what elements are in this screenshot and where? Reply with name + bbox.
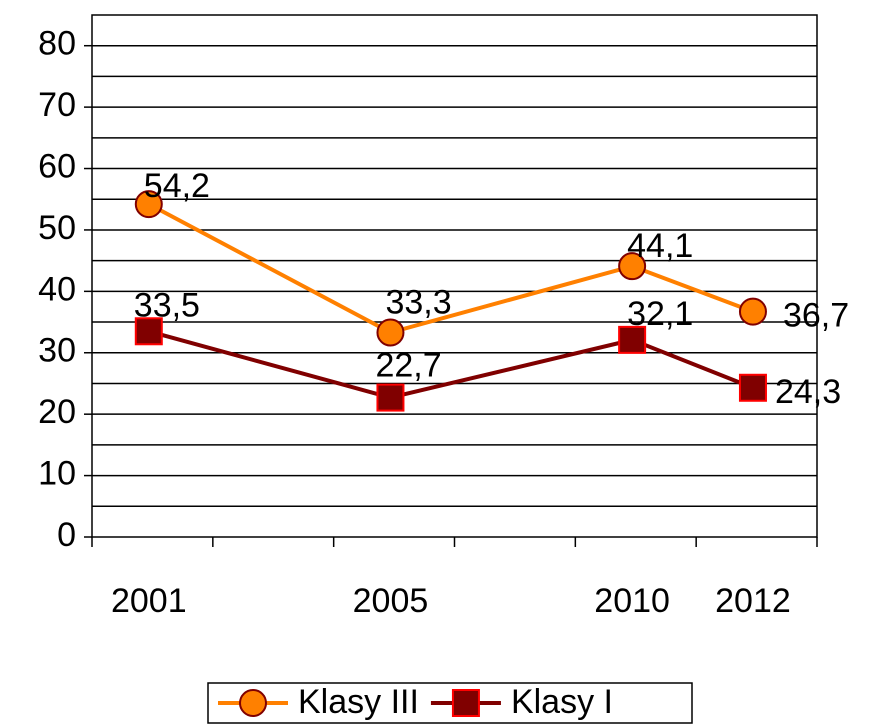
marker bbox=[451, 689, 480, 717]
line bbox=[148, 329, 754, 400]
x-tick-label: 2001 bbox=[111, 582, 187, 620]
y-tick-label: 40 bbox=[38, 270, 76, 308]
y-tick-label: 20 bbox=[38, 393, 76, 431]
line bbox=[147, 202, 754, 335]
data-label: 33,3 bbox=[385, 283, 451, 321]
legend-label: Klasy III bbox=[298, 683, 419, 721]
marker bbox=[134, 317, 163, 346]
legend-label: Klasy I bbox=[511, 683, 613, 721]
plot-border bbox=[91, 14, 818, 538]
marker bbox=[376, 383, 405, 412]
legend: Klasy III Klasy I bbox=[207, 682, 693, 724]
y-tick-label: 80 bbox=[38, 25, 76, 63]
data-label: 36,7 bbox=[783, 297, 849, 335]
marker bbox=[239, 689, 267, 717]
marker bbox=[134, 190, 163, 219]
x-tick-label: 2005 bbox=[353, 582, 429, 620]
marker bbox=[376, 318, 405, 347]
y-tick-label: 70 bbox=[38, 86, 76, 124]
marker bbox=[738, 297, 767, 326]
y-tick-label: 50 bbox=[38, 209, 76, 247]
data-label: 54,2 bbox=[144, 167, 210, 205]
data-label: 22,7 bbox=[375, 347, 441, 385]
data-label: 33,5 bbox=[134, 286, 200, 324]
y-tick-label: 60 bbox=[38, 148, 76, 186]
marker bbox=[618, 252, 647, 281]
x-tick-label: 2012 bbox=[715, 582, 791, 620]
y-tick-label: 30 bbox=[38, 332, 76, 370]
data-label: 44,1 bbox=[627, 227, 693, 265]
y-tick-label: 10 bbox=[38, 455, 76, 493]
y-tick-label: 0 bbox=[57, 516, 76, 554]
marker bbox=[618, 325, 647, 354]
x-tick-label: 2010 bbox=[594, 582, 670, 620]
data-label: 24,3 bbox=[775, 373, 841, 411]
data-label: 32,1 bbox=[627, 295, 693, 333]
marker bbox=[738, 373, 767, 402]
